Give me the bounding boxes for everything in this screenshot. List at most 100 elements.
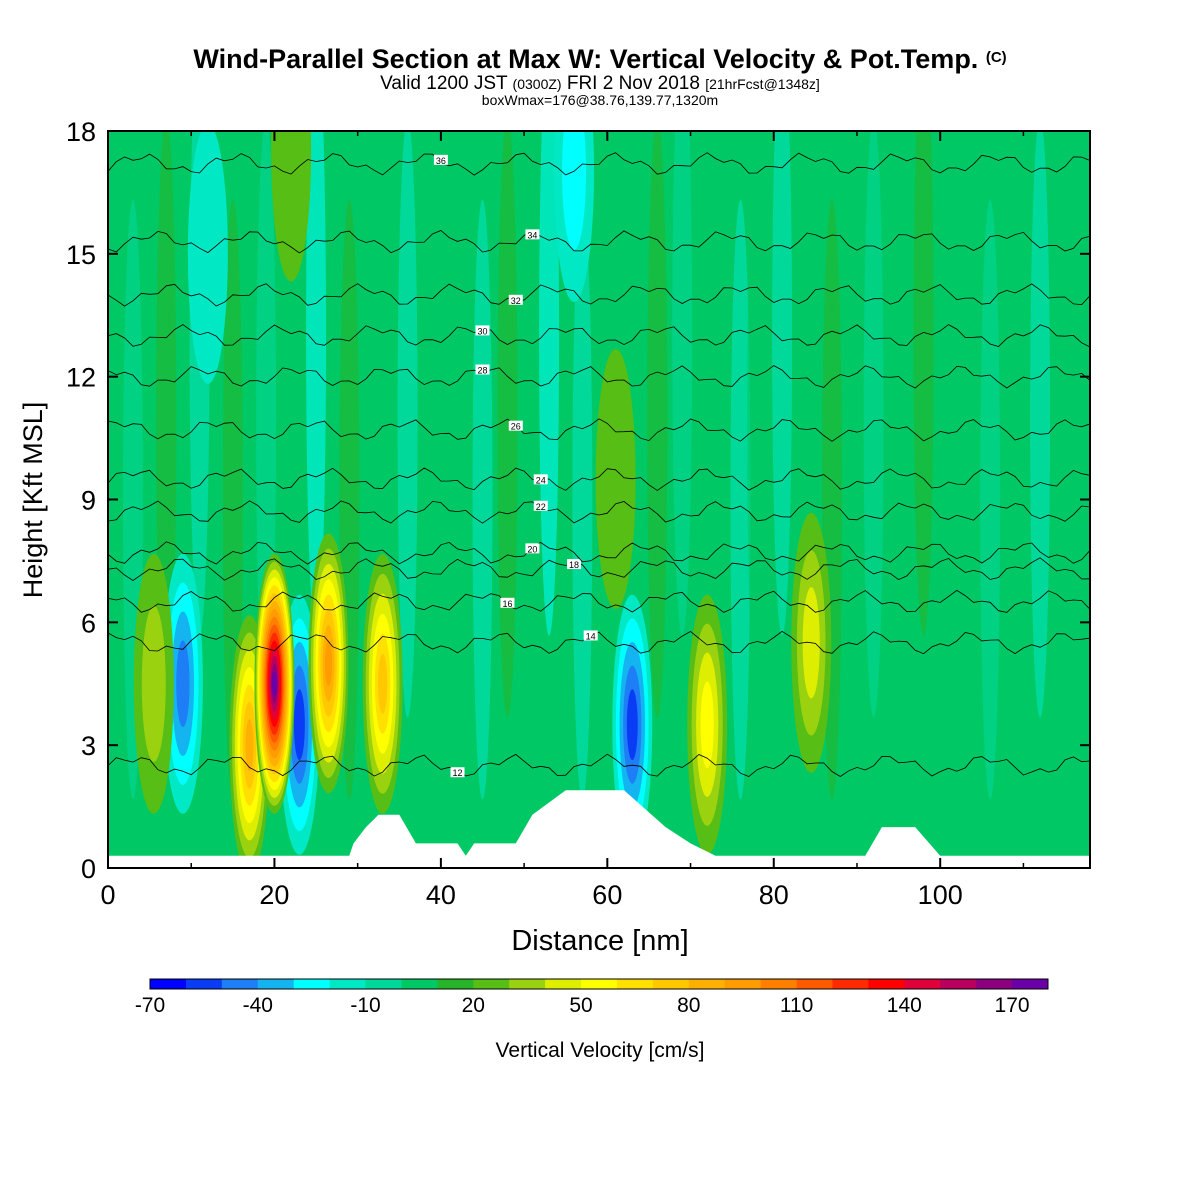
colorbar-swatch (365, 979, 402, 989)
theta-contour-line (108, 753, 1090, 777)
updraft-core (700, 681, 714, 769)
velocity-streak (647, 131, 668, 718)
velocity-streak (863, 131, 884, 718)
colorbar-swatch (257, 979, 295, 989)
theta-contours: 12 14 16 18 20 22 24 26 28 30 32 34 36 (108, 152, 1090, 778)
colorbar-swatch (688, 979, 726, 989)
colorbar-tick-label: -10 (350, 994, 380, 1017)
downdraft-core (187, 131, 228, 384)
theta-contour-label: 32 (511, 296, 521, 306)
theta-contour-label: 34 (527, 230, 537, 240)
updraft-core (141, 605, 166, 762)
colorbar-swatch (401, 979, 438, 989)
velocity-streak (472, 199, 493, 800)
theta-contour-line (108, 230, 1090, 254)
theta-contour-line (108, 152, 1090, 176)
colorbar-swatch (437, 979, 474, 989)
colorbar-swatch (724, 979, 762, 989)
velocity-streak (672, 131, 693, 636)
downdraft-core (626, 689, 638, 761)
contour-label-bg (475, 325, 490, 336)
theta-contour-label: 22 (536, 502, 546, 512)
colorbar-tick-label: -40 (243, 994, 273, 1017)
updraft-core (271, 671, 278, 696)
chart-subtitle-2: boxWmax=176@38.76,139.77,1320m (481, 92, 719, 108)
velocity-streak (539, 131, 560, 636)
downdraft-core (562, 131, 587, 250)
y-tick-label: 0 (81, 854, 96, 884)
colorbar-swatch (868, 979, 905, 989)
colorbar-swatch (760, 979, 798, 989)
theta-contour-label: 26 (511, 422, 521, 432)
colorbar-swatch (221, 979, 259, 989)
colorbar-label: Vertical Velocity [cm/s] (496, 1039, 705, 1062)
contour-label-bg (500, 597, 515, 608)
colorbar-swatch (976, 979, 1013, 989)
y-tick-label: 3 (81, 731, 96, 761)
colorbar-swatch (652, 979, 690, 989)
velocity-streak (980, 199, 1001, 800)
x-tick-label: 80 (759, 880, 789, 910)
colorbar-tick-label: 170 (995, 994, 1030, 1017)
colorbar-tick-label: 110 (780, 994, 813, 1017)
x-tick-label: 0 (100, 880, 115, 910)
colorbar-tick-label: 140 (887, 994, 922, 1017)
theta-contour-line (108, 324, 1090, 348)
y-tick-label: 18 (66, 117, 96, 147)
velocity-streak (430, 131, 451, 636)
colorbar-swatch (509, 979, 546, 989)
velocity-streak (397, 131, 418, 718)
colorbar-swatch (545, 979, 582, 989)
colorbar-tick-label: -70 (135, 994, 165, 1017)
y-axis-label: Height [Kft MSL] (18, 402, 48, 599)
colorbar-swatch (616, 979, 654, 989)
chart-subtitle: Valid 1200 JST (0300Z) FRI 2 Nov 2018 [2… (380, 73, 820, 94)
theta-contour-line (108, 557, 1090, 581)
downdraft-core (176, 640, 190, 728)
contour-label-bg (508, 420, 523, 431)
colorbar-swatch (185, 979, 223, 989)
theta-contour-line (108, 418, 1090, 442)
theta-contour-line (108, 630, 1090, 655)
theta-contour-line (108, 365, 1090, 389)
velocity-streak (306, 131, 327, 636)
contour-label-bg (450, 767, 465, 778)
contour-label-bg (567, 559, 582, 570)
y-tick-label: 15 (66, 240, 96, 270)
contour-label-bg (475, 364, 490, 375)
copyright-mark: (C) (985, 49, 1007, 66)
contour-label-bg (525, 229, 540, 240)
colorbar-swatch (796, 979, 833, 989)
theta-contour-line (108, 500, 1090, 524)
theta-contour-line (108, 589, 1090, 613)
theta-contour-label: 12 (453, 768, 463, 778)
colorbar-swatch (293, 979, 331, 989)
updraft-core (245, 719, 254, 772)
colorbar-swatch (581, 979, 618, 989)
theta-contour-label: 16 (502, 599, 512, 609)
theta-contour-line (108, 283, 1090, 307)
theta-contour-line (108, 541, 1090, 565)
velocity-streak (747, 131, 768, 718)
contour-label-bg (433, 154, 448, 165)
colorbar-swatch (940, 979, 977, 989)
terrain-profile (108, 790, 1090, 868)
colorbar-tick-label: 80 (677, 994, 700, 1017)
theta-contour-label: 36 (436, 156, 446, 166)
x-tick-label: 100 (918, 880, 963, 910)
colorbar-swatch (150, 979, 187, 989)
theta-contour-label: 20 (527, 544, 537, 554)
velocity-streak (913, 131, 934, 636)
theta-contour-line (108, 467, 1090, 491)
colorbar-swatch (1012, 979, 1049, 989)
contour-label-bg (508, 294, 523, 305)
theta-contour-label: 30 (477, 326, 487, 336)
colorbar-frame (149, 978, 1049, 990)
terrain (108, 790, 1090, 868)
contour-label-bg (533, 500, 548, 511)
theta-contour-label: 24 (536, 475, 546, 485)
velocity-streak (1030, 131, 1051, 718)
velocity-streak (1055, 131, 1076, 636)
y-tick-label: 12 (66, 363, 96, 393)
